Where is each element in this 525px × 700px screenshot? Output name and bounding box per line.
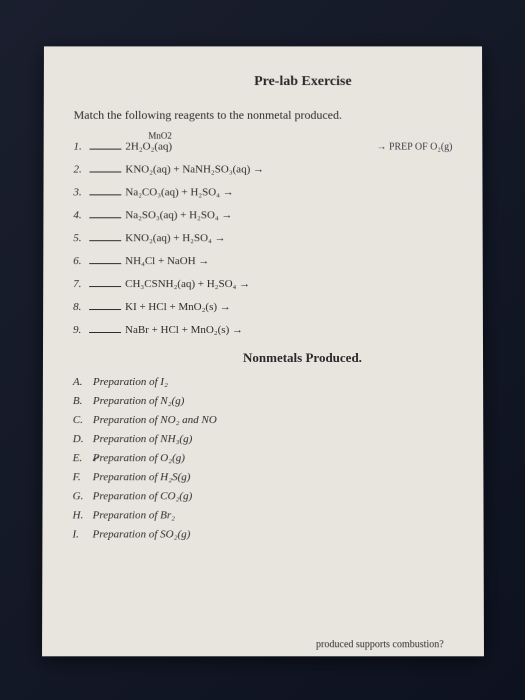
answer-item: F.Preparation of H₂S(g) <box>72 471 453 483</box>
reagent-formula: KNO₂(aq) + NaNH₂SO₃(aq) → <box>125 164 452 176</box>
reagent-formula: KI + HCl + MnO₂(s) → <box>125 301 453 313</box>
answer-item: G.Preparation of CO₂(g) <box>72 490 453 502</box>
answer-blank <box>89 299 121 310</box>
footer-fragment: produced supports combustion? <box>316 639 444 650</box>
answer-letter: E. <box>72 452 92 464</box>
answer-item: A.Preparation of I₂ <box>72 376 452 388</box>
nonmetals-heading: Nonmetals Produced. <box>242 350 452 366</box>
reagent-item: 5. KNO₂(aq) + H₂SO₄ → <box>73 230 452 244</box>
item-number: 3. <box>73 186 89 198</box>
answer-item: ✓E.Preparation of O₂(g) <box>72 452 453 464</box>
handwritten-annotation: → PREP OF O₂(g) <box>376 142 452 153</box>
reagent-formula: NH₄Cl + NaOH → <box>125 255 453 267</box>
item-number: 1. <box>73 141 89 153</box>
reagent-formula: Na₂CO₃(aq) + H₂SO₄ → <box>125 186 452 198</box>
answer-blank <box>89 230 121 241</box>
answer-letter: B. <box>72 395 92 407</box>
answer-item: I.Preparation of SO₂(g) <box>72 528 453 540</box>
answer-blank <box>89 253 121 264</box>
answer-item: C.Preparation of NO₂ and NO <box>72 414 452 426</box>
answer-blank <box>89 207 121 218</box>
reagent-formula: 2H₂O₂(aq) <box>125 141 370 153</box>
answer-list: A.Preparation of I₂B.Preparation of N₂(g… <box>72 376 453 540</box>
answer-text: Preparation of Br₂ <box>92 509 174 521</box>
instruction-text: Match the following reagents to the nonm… <box>73 108 452 123</box>
answer-text: Preparation of O₂(g) <box>92 452 184 464</box>
reagent-item: 6. NH₄Cl + NaOH → <box>73 253 453 267</box>
item-number: 7. <box>73 278 89 290</box>
answer-text: Preparation of NH₃(g) <box>92 433 192 445</box>
reagent-list: 1. 2H₂O₂(aq) → PREP OF O₂(g) 2. KNO₂(aq) + N… <box>73 139 453 336</box>
answer-text: Preparation of CO₂(g) <box>92 490 192 502</box>
page-title: Pre-lab Exercise <box>73 74 452 90</box>
reagent-item: 3. Na₂CO₃(aq) + H₂SO₄ → <box>73 184 452 198</box>
answer-letter: H. <box>72 509 92 521</box>
answer-text: Preparation of N₂(g) <box>92 395 184 407</box>
item-number: 5. <box>73 232 89 244</box>
answer-text: Preparation of SO₂(g) <box>92 528 190 540</box>
checkmark-icon: ✓ <box>90 452 99 465</box>
reagent-formula: KNO₂(aq) + H₂SO₄ → <box>125 232 452 244</box>
answer-text: Preparation of I₂ <box>92 376 167 388</box>
answer-letter: A. <box>72 376 92 388</box>
reagent-formula: Na₂SO₃(aq) + H₂SO₄ → <box>125 209 452 221</box>
answer-letter: D. <box>72 433 92 445</box>
answer-item: D.Preparation of NH₃(g) <box>72 433 453 445</box>
reagent-item: 2. KNO₂(aq) + NaNH₂SO₃(aq) → <box>73 162 452 176</box>
reagent-item: 1. 2H₂O₂(aq) → PREP OF O₂(g) <box>73 139 452 153</box>
answer-item: B.Preparation of N₂(g) <box>72 395 452 407</box>
item-number: 8. <box>73 301 89 313</box>
answer-letter: C. <box>72 414 92 426</box>
reagent-formula: CH₃CSNH₂(aq) + H₂SO₄ → <box>125 278 453 290</box>
answer-blank <box>89 276 121 287</box>
answer-blank <box>89 184 121 195</box>
item-number: 2. <box>73 164 89 176</box>
reagent-formula: NaBr + HCl + MnO₂(s) → <box>125 324 453 336</box>
answer-text: Preparation of H₂S(g) <box>92 471 190 483</box>
answer-letter: F. <box>72 471 92 483</box>
answer-blank <box>89 139 121 150</box>
reagent-item: 8. KI + HCl + MnO₂(s) → <box>73 299 453 313</box>
item-number: 9. <box>73 324 89 336</box>
reagent-item: 7. CH₃CSNH₂(aq) + H₂SO₄ → <box>73 276 453 290</box>
worksheet-page: Pre-lab Exercise Match the following rea… <box>42 46 484 656</box>
answer-letter: I. <box>72 528 92 540</box>
item-number: 4. <box>73 209 89 221</box>
answer-blank <box>89 162 121 173</box>
answer-blank <box>89 322 121 333</box>
reagent-item: 4. Na₂SO₃(aq) + H₂SO₄ → <box>73 207 452 221</box>
answer-text: Preparation of NO₂ and NO <box>92 414 216 426</box>
item-number: 6. <box>73 255 89 267</box>
reagent-item: 9. NaBr + HCl + MnO₂(s) → <box>73 322 453 336</box>
answer-letter: G. <box>72 490 92 502</box>
answer-item: H.Preparation of Br₂ <box>72 509 453 521</box>
